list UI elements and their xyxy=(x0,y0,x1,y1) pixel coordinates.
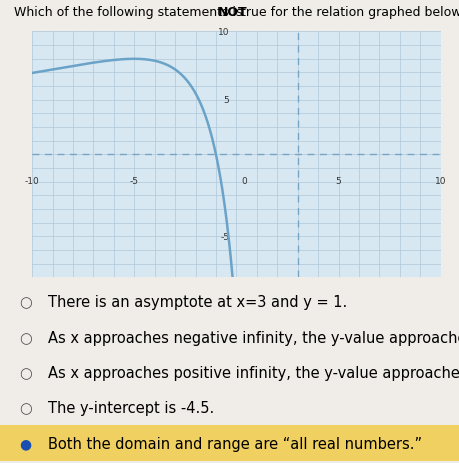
Text: 10: 10 xyxy=(218,28,229,37)
Text: ○: ○ xyxy=(19,400,32,415)
Text: -5: -5 xyxy=(220,232,229,241)
Text: The y-intercept is -4.5.: The y-intercept is -4.5. xyxy=(48,400,214,415)
Text: There is an asymptote at x=3 and y = 1.: There is an asymptote at x=3 and y = 1. xyxy=(48,295,347,310)
Text: 10: 10 xyxy=(435,176,447,185)
Text: NOT: NOT xyxy=(218,6,248,19)
Text: Which of the following statements is: Which of the following statements is xyxy=(14,6,246,19)
Text: 5: 5 xyxy=(336,176,341,185)
Text: Both the domain and range are “all real numbers.”: Both the domain and range are “all real … xyxy=(48,436,422,450)
Text: ●: ● xyxy=(19,436,31,450)
Text: 0: 0 xyxy=(241,176,247,185)
Text: ○: ○ xyxy=(19,295,32,310)
Text: ○: ○ xyxy=(19,330,32,345)
Text: -10: -10 xyxy=(25,176,39,185)
Text: As x approaches positive infinity, the y-value approaches 1: As x approaches positive infinity, the y… xyxy=(48,365,459,380)
Text: true for the relation graphed below?: true for the relation graphed below? xyxy=(237,6,459,19)
Text: ○: ○ xyxy=(19,365,32,380)
Text: As x approaches negative infinity, the y-value approaches 1: As x approaches negative infinity, the y… xyxy=(48,330,459,345)
Text: -5: -5 xyxy=(130,176,139,185)
Text: 5: 5 xyxy=(224,96,229,105)
